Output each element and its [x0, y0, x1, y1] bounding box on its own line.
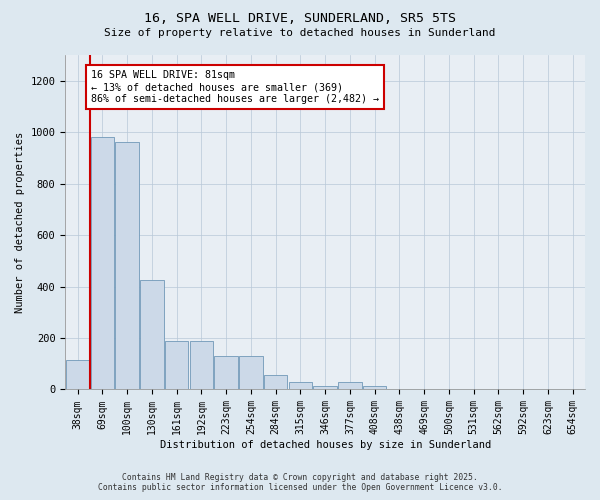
Text: 16 SPA WELL DRIVE: 81sqm
← 13% of detached houses are smaller (369)
86% of semi-: 16 SPA WELL DRIVE: 81sqm ← 13% of detach…	[91, 70, 379, 104]
Bar	[388, 389, 411, 390]
Bar	[91, 138, 114, 390]
Bar	[66, 360, 89, 390]
Bar	[313, 386, 337, 390]
Text: 16, SPA WELL DRIVE, SUNDERLAND, SR5 5TS: 16, SPA WELL DRIVE, SUNDERLAND, SR5 5TS	[144, 12, 456, 26]
Bar	[363, 386, 386, 390]
Bar	[115, 142, 139, 390]
Y-axis label: Number of detached properties: Number of detached properties	[15, 132, 25, 313]
Bar	[412, 389, 436, 390]
Bar	[289, 382, 312, 390]
Bar	[561, 389, 584, 390]
Bar	[338, 382, 362, 390]
Bar	[165, 340, 188, 390]
Bar	[462, 389, 485, 390]
Text: Contains HM Land Registry data © Crown copyright and database right 2025.
Contai: Contains HM Land Registry data © Crown c…	[98, 473, 502, 492]
Bar	[264, 376, 287, 390]
Bar	[140, 280, 164, 390]
Bar	[239, 356, 263, 390]
Bar	[190, 340, 213, 390]
Bar	[214, 356, 238, 390]
Bar	[511, 389, 535, 390]
X-axis label: Distribution of detached houses by size in Sunderland: Distribution of detached houses by size …	[160, 440, 491, 450]
Text: Size of property relative to detached houses in Sunderland: Size of property relative to detached ho…	[104, 28, 496, 38]
